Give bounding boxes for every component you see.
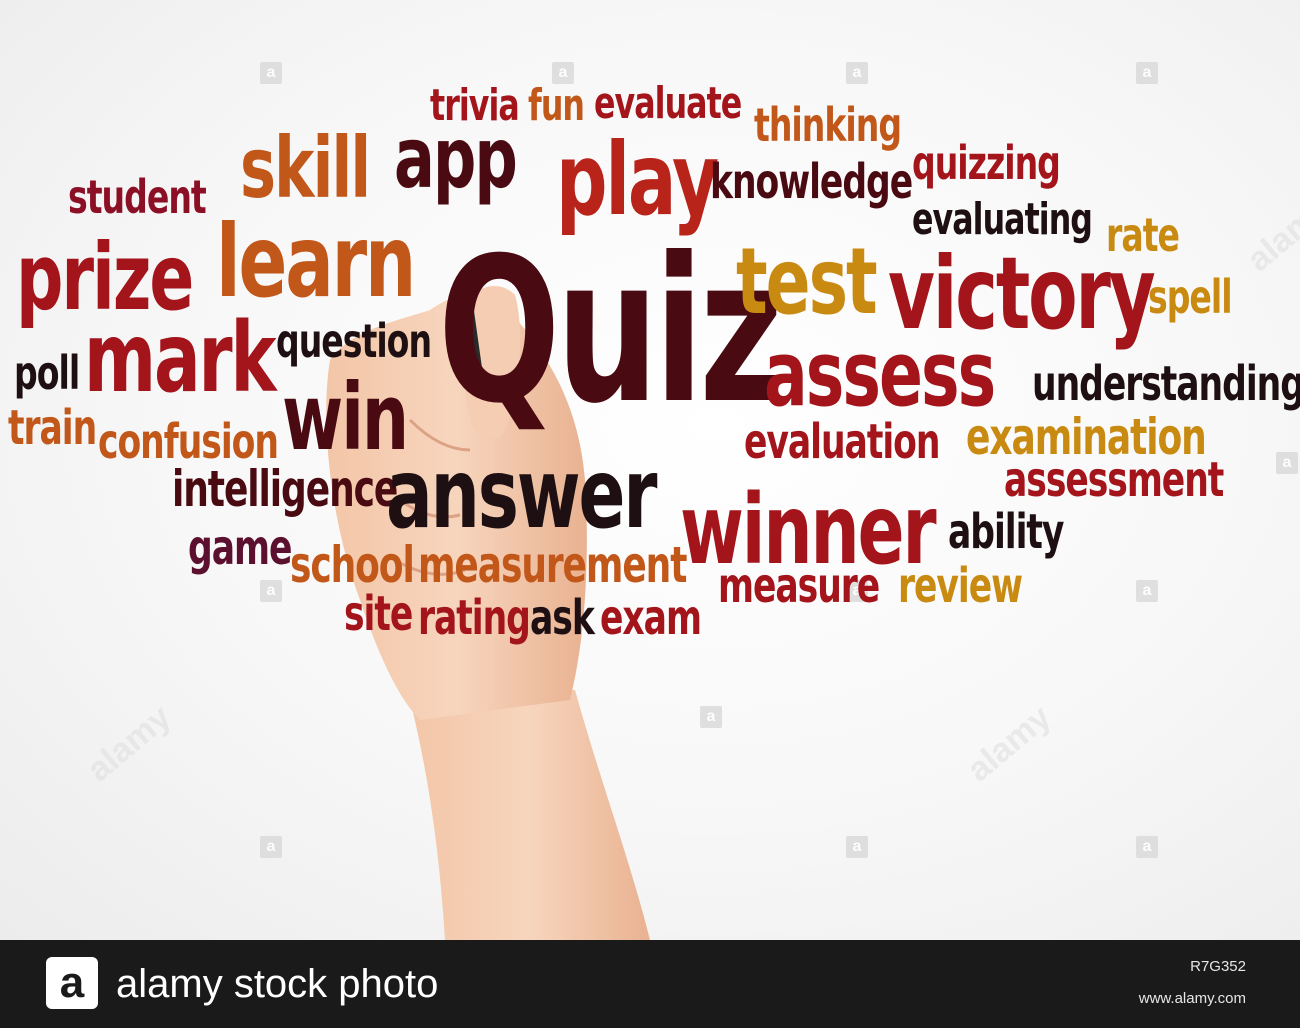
word-train: train <box>8 400 97 456</box>
word-prize: prize <box>16 224 194 331</box>
footer-url: www.alamy.com <box>1138 990 1246 1007</box>
watermark-tile: a <box>846 836 868 858</box>
forearm-shape <box>410 690 650 940</box>
image-canvas: a a a a a a a a a a a a a alamy alamy al… <box>0 0 1300 940</box>
watermark-tile: a <box>552 836 574 858</box>
watermark-tile: a <box>846 580 868 602</box>
word-app: app <box>394 109 518 207</box>
footer-brand-text: alamy stock photo <box>116 962 439 1006</box>
word-confusion: confusion <box>98 414 279 470</box>
word-question: question <box>276 314 432 368</box>
word-site: site <box>344 586 413 642</box>
watermark-tile: a <box>700 706 722 728</box>
watermark-text: alamy <box>960 698 1059 790</box>
word-skill: skill <box>240 119 371 217</box>
word-learn: learn <box>216 203 416 320</box>
watermark-text: alamy <box>80 698 179 790</box>
watermark-tile: a <box>1136 580 1158 602</box>
word-fun: fun <box>528 80 585 131</box>
watermark-text: alamy <box>1240 188 1300 280</box>
word-ability: ability <box>948 504 1064 560</box>
word-knowledge: knowledge <box>710 154 913 210</box>
word-play: play <box>556 121 719 238</box>
word-game: game <box>188 520 292 576</box>
watermark-tile: a <box>260 836 282 858</box>
word-student: student <box>68 170 207 224</box>
word-spell: spell <box>1148 270 1233 324</box>
word-understanding: understanding <box>1032 356 1300 412</box>
word-review: review <box>898 558 1023 614</box>
word-assess: assess <box>764 322 996 427</box>
word-poll: poll <box>14 346 80 400</box>
word-exam: exam <box>600 590 702 646</box>
word-examination: examination <box>966 408 1207 466</box>
word-thinking: thinking <box>754 98 902 152</box>
word-test: test <box>736 228 878 335</box>
watermark-tile: a <box>1136 62 1158 84</box>
word-measurement: measurement <box>418 536 687 594</box>
word-evaluating: evaluating <box>912 194 1093 245</box>
word-measure: measure <box>718 558 880 614</box>
stock-photo-footer: a alamy stock photo R7G352 www.alamy.com <box>0 940 1300 1028</box>
word-quizzing: quizzing <box>912 136 1061 190</box>
word-quiz: Quiz <box>438 215 783 448</box>
word-intelligence: intelligence <box>172 460 398 518</box>
word-evaluate: evaluate <box>594 78 742 129</box>
watermark-tile: a <box>260 62 282 84</box>
watermark-tile: a <box>260 580 282 602</box>
word-trivia: trivia <box>430 80 520 131</box>
word-mark: mark <box>84 302 277 414</box>
word-school: school <box>290 536 415 594</box>
word-victory: victory <box>888 235 1156 352</box>
word-winner: winner <box>680 474 937 586</box>
watermark-tile: a <box>1136 836 1158 858</box>
alamy-logo-icon: a <box>46 957 98 1009</box>
word-win: win <box>282 364 409 471</box>
word-rate: rate <box>1106 208 1180 262</box>
watermark-tile: a <box>846 62 868 84</box>
word-answer: answer <box>386 438 657 550</box>
watermark-tile: a <box>1276 452 1298 474</box>
word-assessment: assessment <box>1004 452 1224 508</box>
watermark-tile: a <box>552 62 574 84</box>
word-evaluation: evaluation <box>744 414 940 470</box>
word-rating: rating <box>418 590 531 646</box>
word-ask: ask <box>530 590 595 646</box>
image-id: R7G352 <box>1190 958 1246 975</box>
